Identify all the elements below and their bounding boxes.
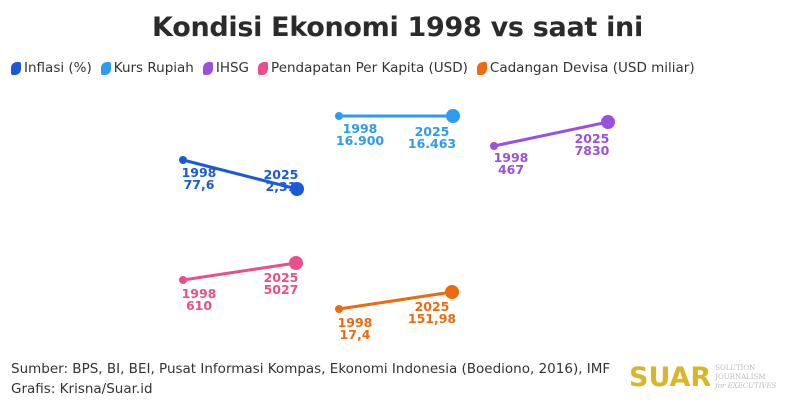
point-1998 xyxy=(179,156,187,164)
value-label: 5027 xyxy=(264,282,299,297)
year-label: 2025 xyxy=(415,299,450,314)
legend-swatch xyxy=(202,61,213,75)
point-2025 xyxy=(289,256,303,270)
legend-swatch xyxy=(476,61,487,75)
year-label: 1998 xyxy=(343,121,378,136)
value-label: 77,6 xyxy=(184,177,215,192)
point-2025 xyxy=(290,182,304,196)
point-2025 xyxy=(445,285,459,299)
logo-tagline-1: SOLUTION JOURNALISM xyxy=(715,364,766,381)
legend-label: Cadangan Devisa (USD miliar) xyxy=(489,60,695,76)
point-1998 xyxy=(335,305,343,313)
value-label: 16.900 xyxy=(336,133,385,148)
point-2025 xyxy=(446,109,460,123)
year-label: 2025 xyxy=(264,167,299,182)
year-label: 2025 xyxy=(264,270,299,285)
value-label: 151,98 xyxy=(408,311,456,326)
point-1998 xyxy=(490,142,498,150)
year-label: 1998 xyxy=(182,286,217,301)
value-label: 610 xyxy=(186,298,212,313)
value-label: 16.463 xyxy=(408,136,456,151)
logo-tagline: SOLUTION JOURNALISM for EXECUTIVES xyxy=(715,364,795,391)
legend-label: Pendapatan Per Kapita (USD) xyxy=(271,60,468,76)
source-text: Sumber: BPS, BI, BEI, Pusat Informasi Ko… xyxy=(11,361,611,377)
legend-swatch xyxy=(11,61,21,75)
point-1998 xyxy=(335,112,343,120)
point-2025 xyxy=(601,115,615,129)
legend-swatch xyxy=(100,61,111,75)
slope-line xyxy=(338,290,453,311)
logo-tagline-2: for EXECUTIVES xyxy=(715,382,777,390)
credit-text: Grafis: Krisna/Suar.id xyxy=(11,381,153,397)
chart-title: Kondisi Ekonomi 1998 vs saat ini xyxy=(152,12,643,43)
year-label: 1998 xyxy=(338,315,373,330)
legend: Inflasi (%) Kurs Rupiah IHSG Pendapatan Per… xyxy=(11,60,695,76)
legend-label: Kurs Rupiah xyxy=(113,60,194,76)
legend-swatch xyxy=(258,61,269,75)
legend-item: Inflasi (%) xyxy=(11,60,92,76)
legend-item: Kurs Rupiah xyxy=(100,60,194,76)
legend-item: Cadangan Devisa (USD miliar) xyxy=(476,60,695,76)
logo-wordmark: SUAR xyxy=(629,362,712,393)
value-label: 467 xyxy=(498,162,524,177)
slope-line xyxy=(182,261,297,282)
point-1998 xyxy=(179,276,187,284)
year-label: 1998 xyxy=(494,150,529,165)
slope-line xyxy=(182,158,298,191)
year-label: 1998 xyxy=(182,165,217,180)
value-label: 2,31 xyxy=(266,179,297,194)
year-label: 2025 xyxy=(575,131,610,146)
value-label: 17,4 xyxy=(340,327,371,342)
value-label: 7830 xyxy=(575,143,610,158)
slope-line xyxy=(493,120,609,148)
legend-label: Inflasi (%) xyxy=(24,60,92,76)
legend-item: IHSG xyxy=(202,60,250,76)
year-label: 2025 xyxy=(415,124,450,139)
legend-label: IHSG xyxy=(215,60,250,76)
footer: Sumber: BPS, BI, BEI, Pusat Informasi Ko… xyxy=(11,359,610,399)
suar-logo: SUAR SOLUTION JOURNALISM for EXECUTIVES xyxy=(629,362,795,393)
legend-item: Pendapatan Per Kapita (USD) xyxy=(258,60,468,76)
